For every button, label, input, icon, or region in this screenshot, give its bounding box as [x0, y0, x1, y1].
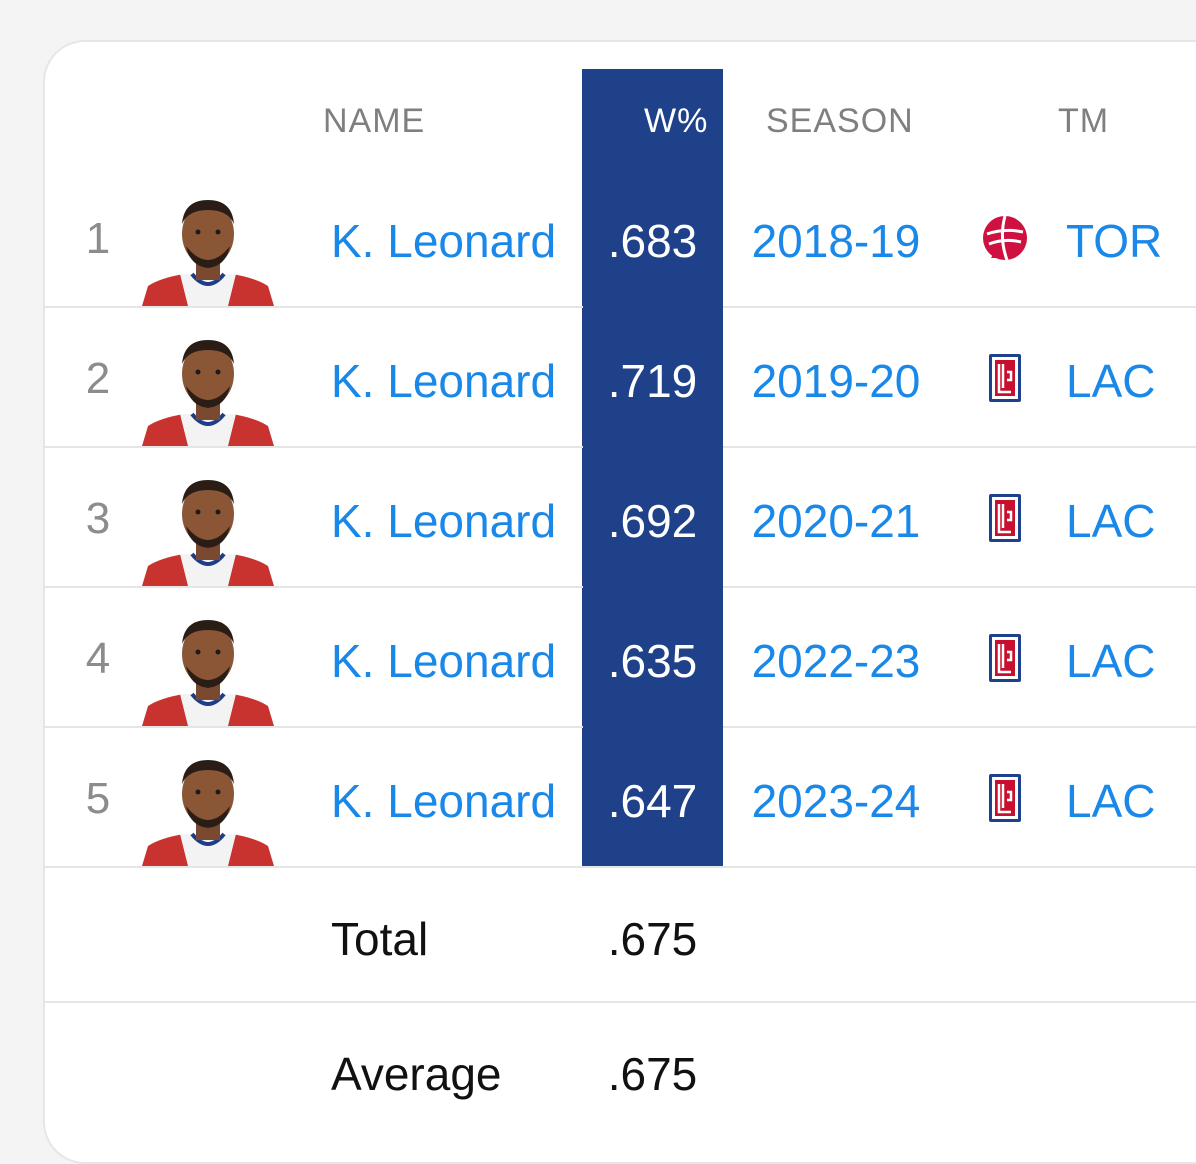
row-divider — [43, 866, 303, 868]
raptors-logo-icon[interactable] — [977, 210, 1033, 266]
row-divider — [43, 586, 303, 588]
row-divider — [43, 726, 303, 728]
season-link[interactable]: 2023-24 — [751, 775, 921, 827]
player-name-link[interactable]: K. Leonard — [331, 215, 557, 267]
header-name[interactable]: NAME — [323, 102, 426, 140]
player-name-link[interactable]: K. Leonard — [331, 635, 557, 687]
season-link[interactable]: 2019-20 — [751, 355, 921, 407]
row-divider — [303, 306, 583, 308]
team-link[interactable]: LAC — [1066, 775, 1156, 827]
row-divider — [303, 446, 583, 448]
win-pct-cell: .719 — [607, 355, 698, 407]
win-pct-cell: .683 — [607, 215, 698, 267]
player-headshot-icon[interactable] — [140, 474, 276, 586]
win-pct-cell: .635 — [607, 635, 698, 687]
season-link[interactable]: 2020-21 — [751, 495, 921, 547]
total-label: Total — [331, 913, 429, 965]
win-pct-cell: .692 — [607, 495, 698, 547]
player-headshot-icon[interactable] — [140, 334, 276, 446]
clippers-logo-icon[interactable] — [977, 490, 1033, 546]
player-name-link[interactable]: K. Leonard — [331, 355, 557, 407]
rank-cell: 4 — [85, 634, 111, 683]
average-label: Average — [331, 1048, 502, 1100]
row-divider — [303, 866, 1196, 868]
wp-column-highlight — [582, 69, 723, 866]
clippers-logo-icon[interactable] — [977, 770, 1033, 826]
row-divider — [723, 446, 1196, 448]
team-link[interactable]: LAC — [1066, 355, 1156, 407]
row-divider — [43, 446, 303, 448]
average-value: .675 — [607, 1048, 698, 1100]
season-link[interactable]: 2018-19 — [751, 215, 921, 267]
row-divider — [723, 586, 1196, 588]
row-divider — [43, 306, 303, 308]
total-value: .675 — [607, 913, 698, 965]
clippers-logo-icon[interactable] — [977, 350, 1033, 406]
row-divider — [303, 586, 583, 588]
player-headshot-icon[interactable] — [140, 194, 276, 306]
row-divider — [723, 726, 1196, 728]
row-divider — [723, 306, 1196, 308]
team-link[interactable]: TOR — [1066, 215, 1163, 267]
player-headshot-icon[interactable] — [140, 754, 276, 866]
header-wp[interactable]: W% — [644, 102, 709, 140]
row-divider — [303, 726, 583, 728]
header-season[interactable]: SEASON — [766, 102, 914, 140]
rank-cell: 1 — [85, 214, 111, 263]
win-pct-cell: .647 — [607, 775, 698, 827]
player-headshot-icon[interactable] — [140, 614, 276, 726]
season-link[interactable]: 2022-23 — [751, 635, 921, 687]
row-divider — [303, 1001, 1196, 1003]
team-link[interactable]: LAC — [1066, 635, 1156, 687]
rank-cell: 3 — [85, 494, 111, 543]
rank-cell: 2 — [85, 354, 111, 403]
team-link[interactable]: LAC — [1066, 495, 1156, 547]
header-team[interactable]: TM — [1058, 102, 1110, 140]
rank-cell: 5 — [85, 774, 111, 823]
player-name-link[interactable]: K. Leonard — [331, 495, 557, 547]
clippers-logo-icon[interactable] — [977, 630, 1033, 686]
player-name-link[interactable]: K. Leonard — [331, 775, 557, 827]
row-divider — [43, 1001, 303, 1003]
